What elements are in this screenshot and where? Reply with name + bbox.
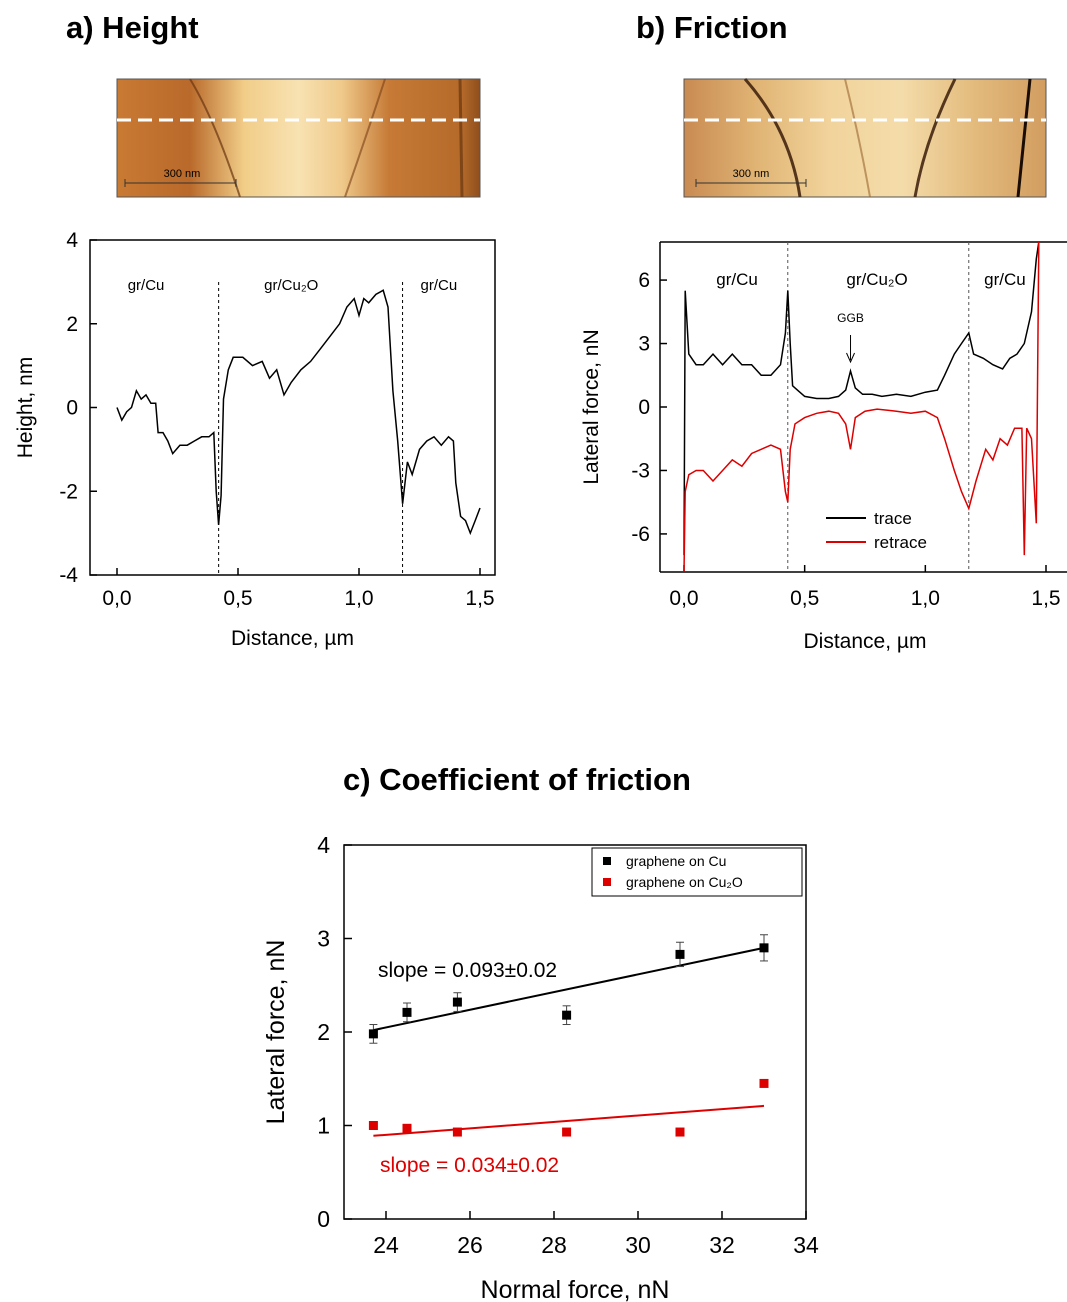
x-tick-label-c: 24 bbox=[373, 1232, 399, 1258]
y-tick-label-c: 3 bbox=[317, 926, 330, 952]
region-label-b: gr/Cu bbox=[984, 270, 1026, 289]
legend-label-c: graphene on Cu bbox=[626, 853, 726, 869]
data-point-0 bbox=[562, 1010, 572, 1020]
y-tick-label-a: -4 bbox=[59, 564, 78, 587]
y-tick-label-c: 1 bbox=[317, 1113, 330, 1139]
x-tick-label-b: 1,5 bbox=[1031, 587, 1060, 610]
slope-label-cu2o: slope = 0.034±0.02 bbox=[380, 1154, 559, 1177]
data-point-0 bbox=[368, 1029, 378, 1039]
x-axis-label-a: Distance, µm bbox=[231, 627, 354, 650]
region-label-a: gr/Cu₂O bbox=[264, 277, 318, 294]
region-label-a: gr/Cu bbox=[128, 277, 165, 294]
x-tick-label-b: 0,5 bbox=[790, 587, 819, 610]
x-tick-label-a: 0,5 bbox=[223, 587, 252, 610]
x-tick-label-a: 1,5 bbox=[465, 587, 494, 610]
y-tick-label-a: 4 bbox=[66, 229, 78, 252]
x-axis-label-c: Normal force, nN bbox=[481, 1276, 670, 1302]
height-profile-line bbox=[116, 289, 481, 536]
legend-box-c bbox=[591, 847, 803, 897]
afm-friction-image bbox=[683, 78, 1047, 198]
y-tick-label-a: 2 bbox=[66, 313, 78, 336]
data-point-1 bbox=[402, 1123, 412, 1133]
x-tick-label-b: 1,0 bbox=[911, 587, 940, 610]
y-tick-label-b: 3 bbox=[638, 333, 650, 356]
x-tick-label-a: 1,0 bbox=[344, 587, 373, 610]
legend-marker-c bbox=[603, 878, 611, 886]
legend-label-retrace: retrace bbox=[874, 533, 927, 552]
region-label-b: gr/Cu bbox=[716, 270, 758, 289]
slope-label-cu: slope = 0.093±0.02 bbox=[378, 959, 557, 982]
trace-line bbox=[683, 241, 1040, 556]
data-point-0 bbox=[452, 997, 462, 1007]
ggb-annotation: GGB bbox=[837, 311, 864, 325]
legend-marker-c bbox=[603, 857, 611, 865]
y-tick-label-a: 0 bbox=[66, 397, 78, 420]
data-point-1 bbox=[452, 1127, 462, 1137]
y-tick-label-c: 0 bbox=[317, 1206, 330, 1232]
data-point-0 bbox=[402, 1007, 412, 1017]
y-tick-label-c: 4 bbox=[317, 832, 330, 858]
data-point-0 bbox=[675, 949, 685, 959]
afm-height-image bbox=[116, 78, 481, 198]
y-tick-label-b: -3 bbox=[631, 459, 650, 482]
data-point-1 bbox=[675, 1127, 685, 1137]
y-tick-label-b: 6 bbox=[638, 269, 650, 292]
y-tick-label-c: 2 bbox=[317, 1019, 330, 1045]
y-tick-label-b: -6 bbox=[631, 523, 650, 546]
data-point-1 bbox=[759, 1078, 769, 1088]
x-tick-label-c: 26 bbox=[457, 1232, 483, 1258]
panel-a-title: a) Height bbox=[66, 10, 199, 45]
legend-label-c: graphene on Cu₂O bbox=[626, 874, 743, 890]
scale-bar-label-a: 300 nm bbox=[164, 168, 201, 180]
fit-line-1 bbox=[373, 1104, 765, 1137]
y-axis-label-c: Lateral force, nN bbox=[262, 940, 290, 1125]
x-tick-label-b: 0,0 bbox=[669, 587, 698, 610]
x-tick-label-c: 30 bbox=[625, 1232, 651, 1258]
x-tick-label-c: 32 bbox=[709, 1232, 735, 1258]
ggb-arrow-head bbox=[846, 352, 855, 364]
region-label-b: gr/Cu₂O bbox=[846, 270, 907, 289]
legend-label-trace: trace bbox=[874, 509, 912, 528]
x-axis-label-b: Distance, µm bbox=[804, 630, 927, 653]
retrace-line bbox=[683, 241, 1040, 573]
y-axis-label-a: Height, nm bbox=[14, 357, 37, 459]
data-point-1 bbox=[368, 1121, 378, 1130]
panel-c-title: c) Coefficient of friction bbox=[343, 762, 691, 797]
scale-bar-label-b: 300 nm bbox=[733, 168, 770, 180]
data-point-0 bbox=[759, 943, 769, 953]
y-axis-label-b: Lateral force, nN bbox=[580, 329, 603, 484]
y-tick-label-b: 0 bbox=[638, 396, 650, 419]
region-label-a: gr/Cu bbox=[421, 277, 458, 294]
panel-b-title: b) Friction bbox=[636, 10, 788, 45]
x-tick-label-c: 28 bbox=[541, 1232, 567, 1258]
data-point-1 bbox=[562, 1127, 572, 1137]
x-tick-label-a: 0,0 bbox=[102, 587, 131, 610]
y-tick-label-a: -2 bbox=[59, 480, 78, 503]
fit-line-0 bbox=[373, 946, 765, 1032]
x-tick-label-c: 34 bbox=[793, 1232, 819, 1258]
